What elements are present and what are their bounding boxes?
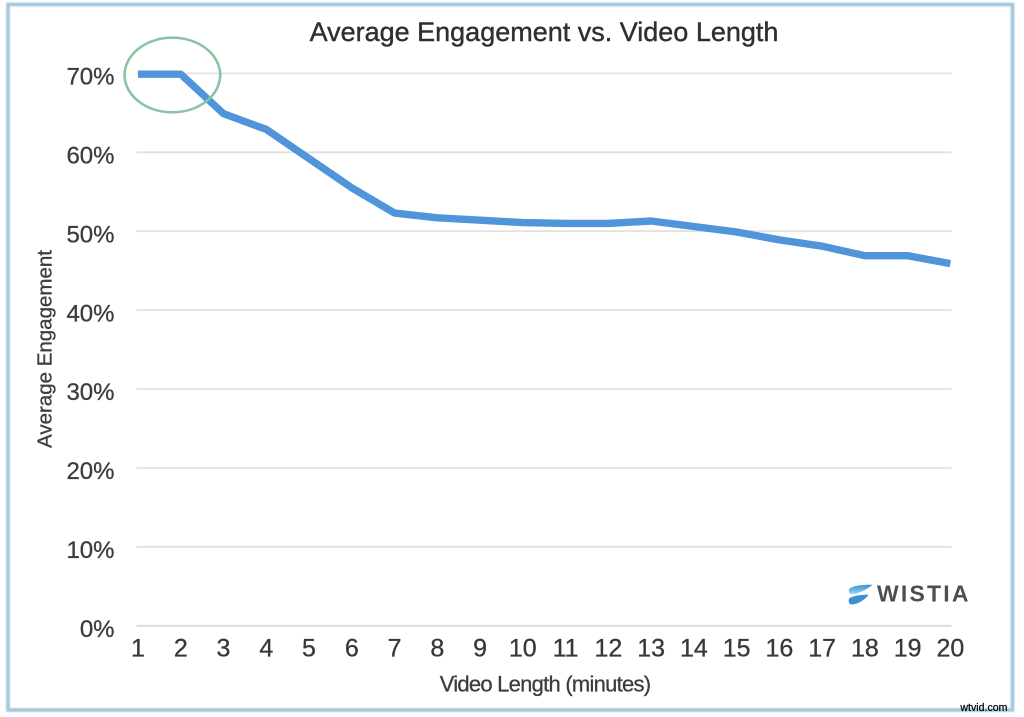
- svg-text:18: 18: [851, 635, 879, 663]
- svg-text:16: 16: [765, 635, 793, 663]
- svg-text:70%: 70%: [66, 64, 114, 91]
- svg-text:Average Engagement: Average Engagement: [33, 250, 56, 448]
- svg-text:10%: 10%: [66, 537, 114, 564]
- svg-text:17: 17: [808, 635, 836, 663]
- svg-text:7: 7: [388, 635, 402, 663]
- svg-text:0%: 0%: [80, 616, 115, 643]
- svg-text:1: 1: [131, 635, 145, 663]
- svg-text:4: 4: [259, 635, 273, 663]
- svg-text:3: 3: [217, 635, 231, 663]
- svg-text:30%: 30%: [66, 379, 114, 406]
- svg-text:19: 19: [894, 635, 922, 663]
- svg-text:2: 2: [174, 635, 188, 663]
- svg-text:40%: 40%: [66, 300, 114, 327]
- svg-text:20: 20: [936, 635, 964, 663]
- svg-text:6: 6: [345, 635, 359, 663]
- svg-text:15: 15: [723, 635, 751, 663]
- svg-text:20%: 20%: [66, 458, 114, 485]
- svg-text:9: 9: [473, 635, 487, 663]
- svg-text:8: 8: [430, 635, 444, 663]
- svg-text:11: 11: [553, 635, 579, 663]
- svg-text:13: 13: [637, 635, 665, 663]
- svg-text:5: 5: [302, 635, 316, 663]
- svg-text:WISTIA: WISTIA: [877, 580, 971, 606]
- svg-text:50%: 50%: [66, 221, 114, 248]
- svg-text:60%: 60%: [66, 143, 114, 170]
- svg-text:wtvid.com: wtvid.com: [959, 702, 1007, 714]
- svg-text:12: 12: [594, 635, 622, 663]
- svg-text:10: 10: [509, 635, 537, 663]
- svg-text:14: 14: [680, 635, 708, 663]
- svg-text:Video Length (minutes): Video Length (minutes): [440, 671, 651, 696]
- svg-text:Average Engagement vs. Video L: Average Engagement vs. Video Length: [310, 17, 779, 47]
